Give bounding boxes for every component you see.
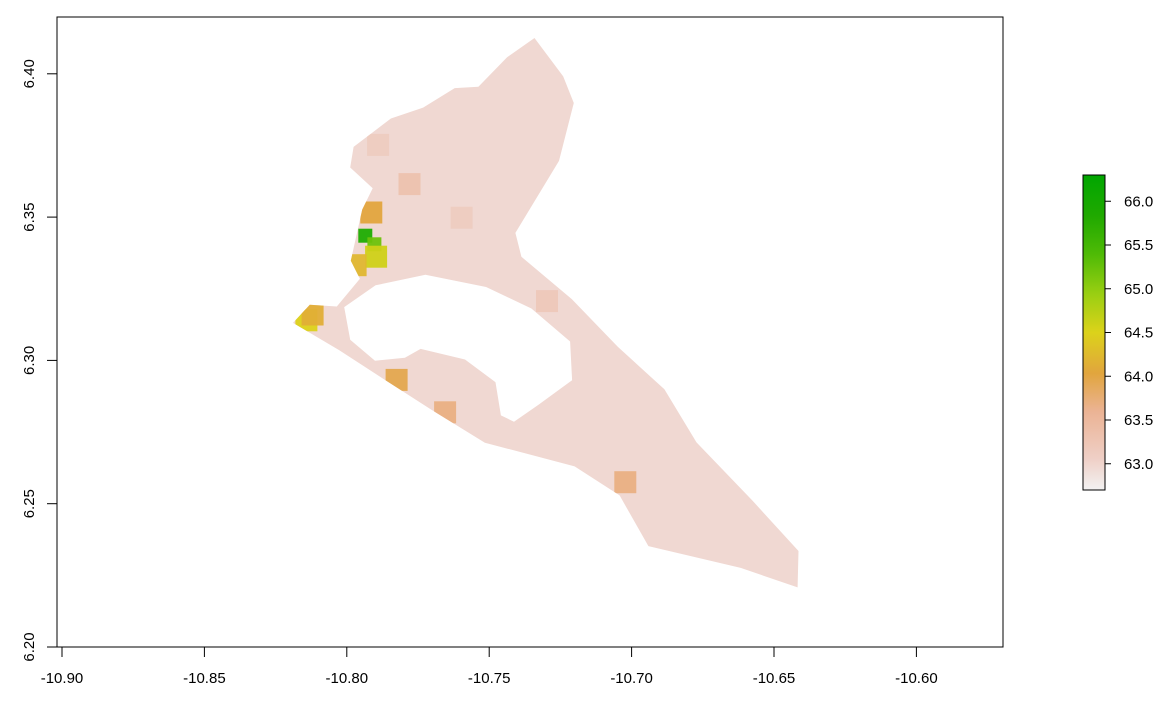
hotspot-cell-10 (536, 290, 558, 313)
hotspot-cell-8 (434, 401, 457, 424)
hotspot-cell-12 (398, 173, 421, 196)
y-tick-label: 6.20 (21, 632, 38, 661)
legend-tick-label: 63.0 (1124, 456, 1153, 473)
x-tick-label: -10.90 (41, 670, 84, 687)
hotspot-cell-4 (360, 201, 383, 224)
hotspot-cell-9 (614, 471, 637, 494)
x-tick-label: -10.80 (326, 670, 369, 687)
y-tick-label: 6.40 (21, 59, 38, 88)
legend-tick-label: 65.5 (1124, 237, 1153, 254)
hotspot-layer (295, 133, 637, 494)
lagoon-shape (344, 274, 573, 422)
legend-tick-label: 64.5 (1124, 325, 1153, 342)
hotspot-cell-6 (301, 303, 324, 326)
hotspot-cell-2 (365, 245, 388, 268)
hotspot-cell-11 (450, 206, 473, 229)
hotspot-cell-13 (367, 133, 390, 156)
x-axis: -10.90 -10.85 -10.80 -10.75 -10.70 -10.65 -10.… (41, 646, 938, 687)
legend-colorbar (1082, 174, 1106, 491)
x-tick-label: -10.70 (610, 670, 653, 687)
hotspot-cell-7 (385, 368, 408, 391)
y-tick-label: 6.30 (21, 346, 38, 375)
y-tick-label: 6.35 (21, 202, 38, 231)
hotspot-cell-3 (344, 254, 367, 277)
lagoon-water (344, 274, 573, 422)
legend-tick-label: 63.5 (1124, 412, 1153, 429)
legend-tick-label: 65.0 (1124, 281, 1153, 298)
legend-tick-label: 66.0 (1124, 193, 1153, 210)
x-tick-label: -10.65 (753, 670, 796, 687)
x-tick-label: -10.60 (895, 670, 938, 687)
x-tick-label: -10.75 (468, 670, 511, 687)
legend-tick-label: 64.0 (1124, 368, 1153, 385)
color-legend: 63.0 63.5 64.0 64.5 65.0 65.5 66.0 (1082, 174, 1153, 491)
y-axis: 6.20 6.25 6.30 6.35 6.40 (21, 59, 58, 662)
y-tick-label: 6.25 (21, 489, 38, 518)
x-tick-label: -10.85 (183, 670, 226, 687)
